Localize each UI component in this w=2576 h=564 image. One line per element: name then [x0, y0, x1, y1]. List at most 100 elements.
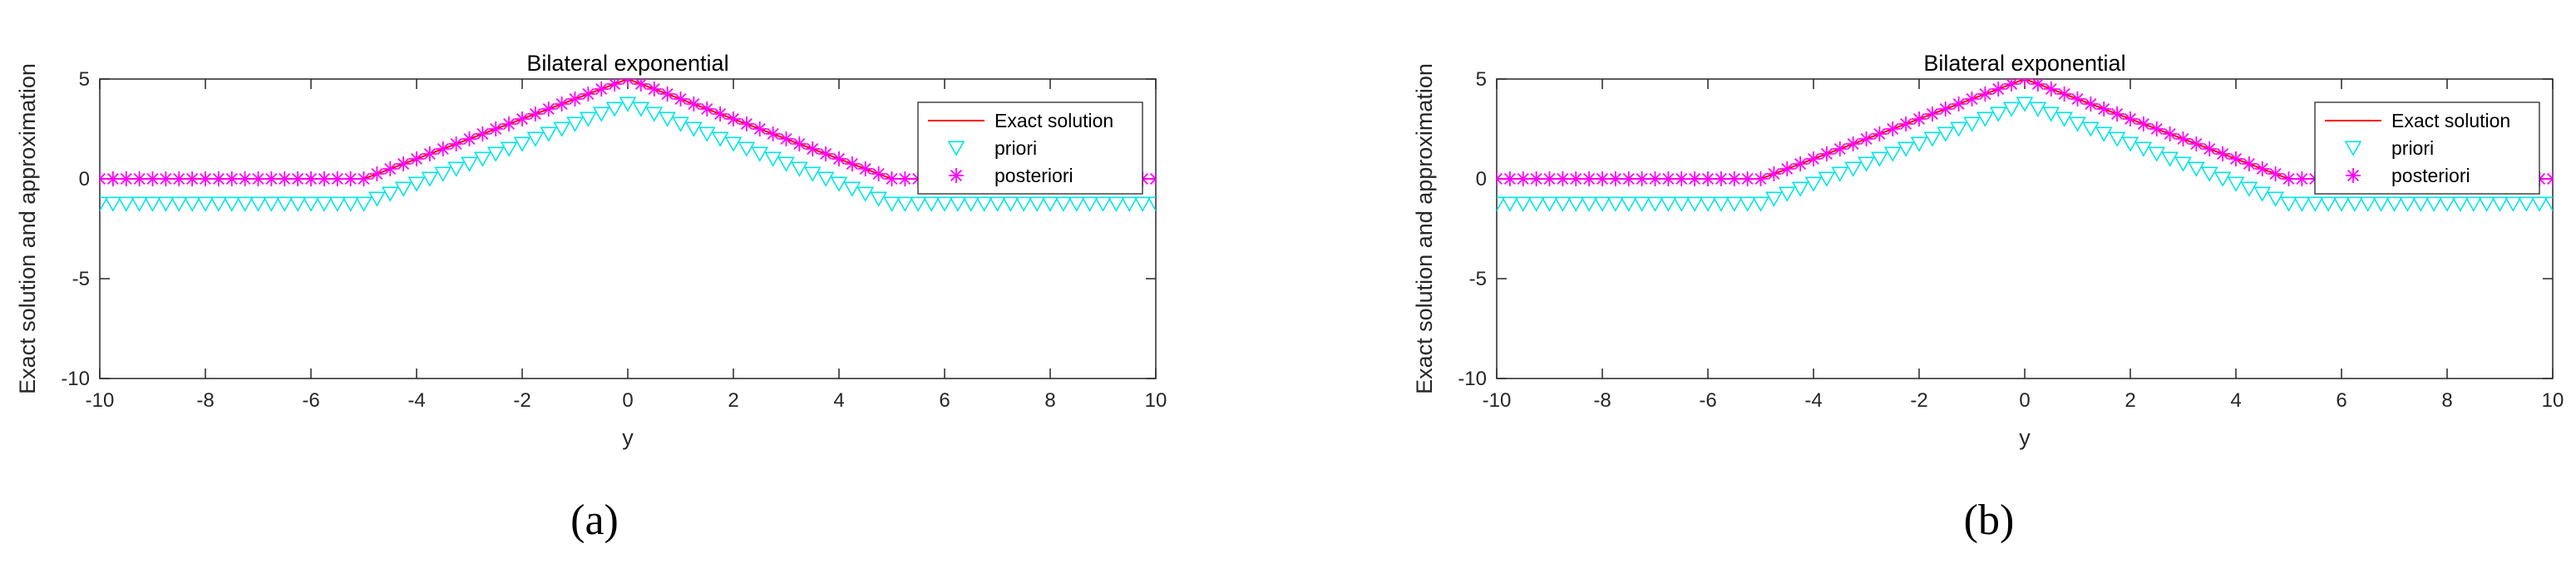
priori-point [2372, 196, 2391, 212]
priori-point [2386, 196, 2403, 212]
posteriori-point [264, 171, 279, 186]
priori-point [1712, 196, 1730, 212]
priori-point [2293, 196, 2311, 212]
priori-point [1580, 196, 1598, 212]
posteriori-point [131, 171, 147, 186]
posteriori-point [448, 136, 464, 151]
posteriori-point [198, 171, 213, 186]
priori-point [2530, 196, 2549, 212]
posteriori-point [2123, 111, 2138, 126]
priori-point [1765, 191, 1783, 207]
priori-point [328, 196, 347, 212]
posteriori-point [210, 171, 226, 186]
legend-asterisk-icon [949, 168, 964, 183]
posteriori-point [396, 156, 412, 171]
x-axis-label: y [2019, 425, 2031, 450]
posteriori-point [659, 87, 675, 101]
posteriori-point [594, 82, 609, 96]
legend-triangle-icon [2344, 141, 2362, 156]
posteriori-point [1515, 171, 1531, 186]
priori-point [711, 131, 729, 147]
posteriori-point [356, 171, 372, 186]
priori-point [1725, 196, 1744, 212]
priori-point [1014, 196, 1033, 212]
posteriori-point [765, 126, 781, 141]
priori-point [2161, 151, 2179, 167]
priori-point [473, 151, 491, 167]
posteriori-point [1555, 171, 1571, 186]
priori-point [1818, 171, 1836, 187]
posteriori-point [158, 171, 174, 186]
priori-point [2319, 196, 2337, 212]
priori-point [275, 196, 294, 212]
posteriori-point [1991, 82, 2006, 96]
priori-point [1002, 196, 1019, 212]
priori-point [1685, 196, 1704, 212]
posteriori-point [1674, 171, 1690, 186]
priori-point [302, 196, 320, 212]
posteriori-point [475, 126, 491, 141]
priori-point [2213, 171, 2232, 187]
priori-point [2451, 196, 2470, 212]
priori-point [1989, 106, 2007, 122]
posteriori-point [778, 131, 794, 146]
priori-point [605, 101, 624, 117]
priori-point [1976, 111, 1994, 127]
posteriori-point [1647, 171, 1663, 186]
priori-point [104, 196, 122, 212]
posteriori-point [673, 92, 688, 106]
posteriori-point [1621, 171, 1636, 186]
x-tick-label: 0 [2019, 389, 2030, 412]
priori-point [223, 196, 241, 212]
posteriori-point [752, 121, 767, 136]
posteriori-point [1687, 171, 1703, 186]
priori-point [1804, 176, 1823, 192]
priori-point [2465, 196, 2483, 212]
legend-box [917, 101, 1143, 195]
posteriori-point [1806, 151, 1821, 166]
posteriori-point [554, 96, 570, 111]
posteriori-point [2175, 131, 2191, 146]
priori-point [592, 106, 610, 122]
posteriori-point [382, 161, 398, 176]
priori-point [553, 121, 571, 137]
legend-label: posteriori [2391, 165, 2470, 186]
legend-label: posteriori [994, 165, 1073, 186]
priori-point [2148, 146, 2166, 162]
posteriori-point [1766, 166, 1782, 181]
posteriori-point [1818, 146, 1834, 161]
chart-panel: -10 -8 -6 -4 -2 0 2 4 6 8 10 -10 -5 0 5 Bilateral expon… [1412, 51, 2564, 450]
priori-point [632, 101, 650, 117]
y-tick-label: 0 [79, 168, 90, 190]
posteriori-point [857, 161, 873, 176]
priori-point [672, 116, 689, 132]
priori-point [2399, 196, 2416, 212]
priori-point [1108, 196, 1125, 212]
priori-point [566, 116, 584, 132]
posteriori-point [1568, 171, 1584, 186]
priori-point [2425, 196, 2443, 212]
priori-point [1133, 196, 1152, 212]
priori-point [236, 196, 254, 212]
posteriori-point [2241, 156, 2257, 171]
subfigure-caption: (a) [570, 497, 619, 544]
priori-point [975, 196, 994, 212]
posteriori-point [171, 171, 187, 186]
priori-point [1147, 196, 1156, 212]
priori-point [117, 196, 136, 212]
priori-point [407, 176, 426, 192]
posteriori-point [2189, 136, 2204, 151]
x-tick-label: -6 [1699, 389, 1716, 412]
priori-point [1606, 196, 1625, 212]
subfigure-caption: (b) [1964, 497, 2015, 544]
priori-point [645, 106, 664, 122]
posteriori-point [2202, 141, 2218, 156]
priori-point [131, 196, 149, 212]
posteriori-point [409, 151, 424, 166]
priori-point [1041, 196, 1059, 212]
priori-point [513, 136, 531, 152]
priori-point [1699, 196, 1717, 212]
priori-point [2359, 196, 2377, 212]
priori-point [315, 196, 333, 212]
